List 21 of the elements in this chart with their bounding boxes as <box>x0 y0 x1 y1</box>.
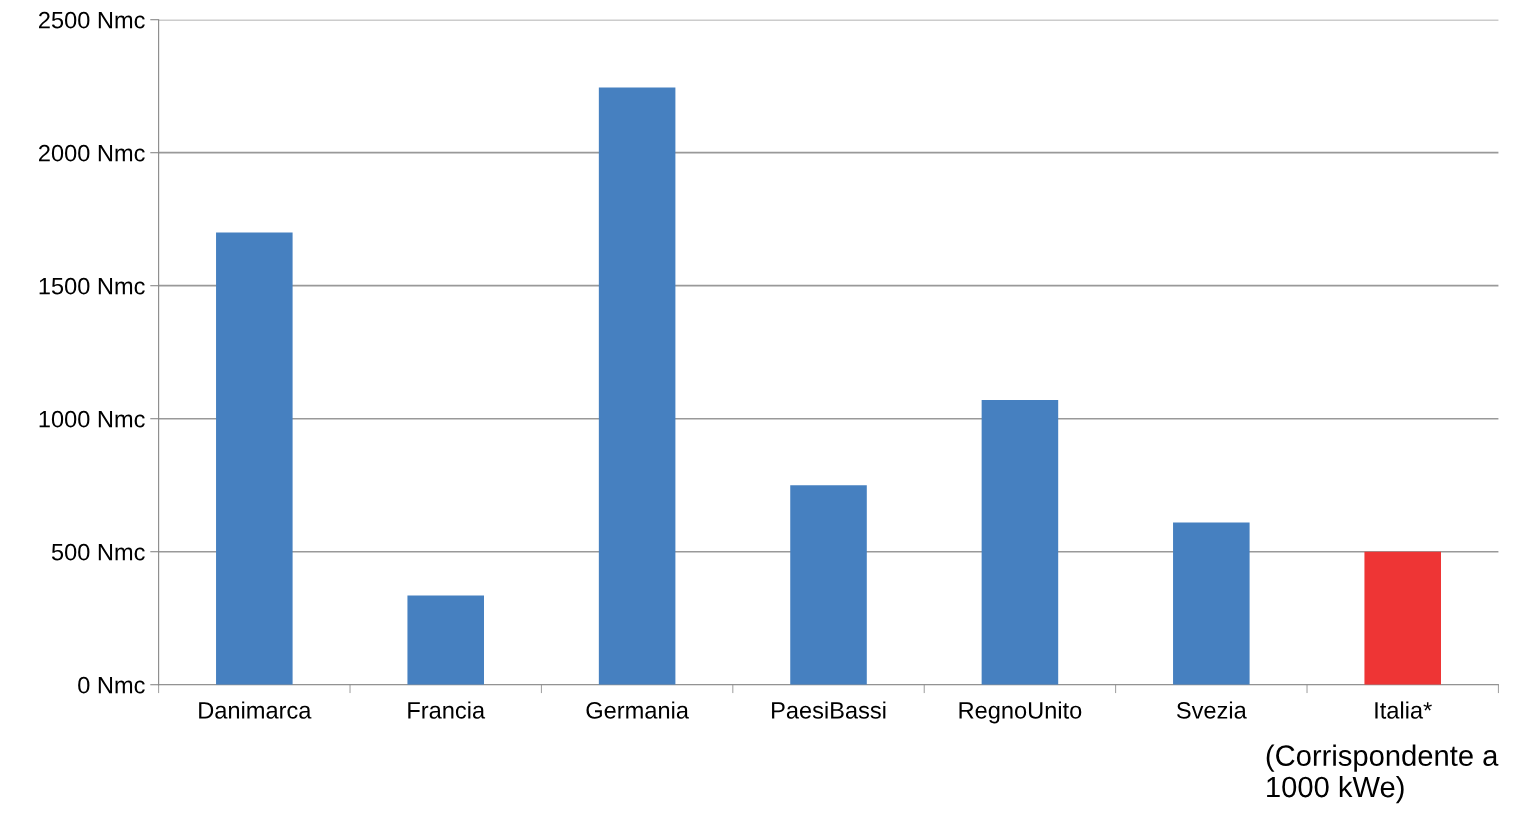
bar <box>598 87 676 685</box>
bar <box>981 400 1059 685</box>
y-tick-label: 2500 Nmc <box>39 11 145 29</box>
x-tick-label: Italia* <box>1375 701 1432 719</box>
bar <box>1173 522 1250 685</box>
x-tick-label: PaesiBassi <box>772 701 886 719</box>
x-tick-label: Francia <box>408 701 486 719</box>
y-tick-label: 0 Nmc <box>78 676 145 694</box>
bar <box>407 595 484 685</box>
x-tick-label: RegnoUnito <box>959 701 1082 724</box>
text: (Corrispondente a 1000 kWe) <box>1266 744 1499 804</box>
bar <box>1364 551 1441 685</box>
x-tick-label: Danimarca <box>199 701 312 719</box>
y-tick-label: 500 Nmc <box>51 543 145 561</box>
bar <box>790 485 867 685</box>
bar <box>216 232 293 685</box>
y-tick-label: 1500 Nmc <box>39 277 145 295</box>
y-tick-label: 2000 Nmc <box>39 144 145 162</box>
y-tick-label: 1000 Nmc <box>39 410 145 428</box>
x-tick-label: Germania <box>586 701 689 719</box>
x-tick-label: Svezia <box>1176 701 1247 719</box>
